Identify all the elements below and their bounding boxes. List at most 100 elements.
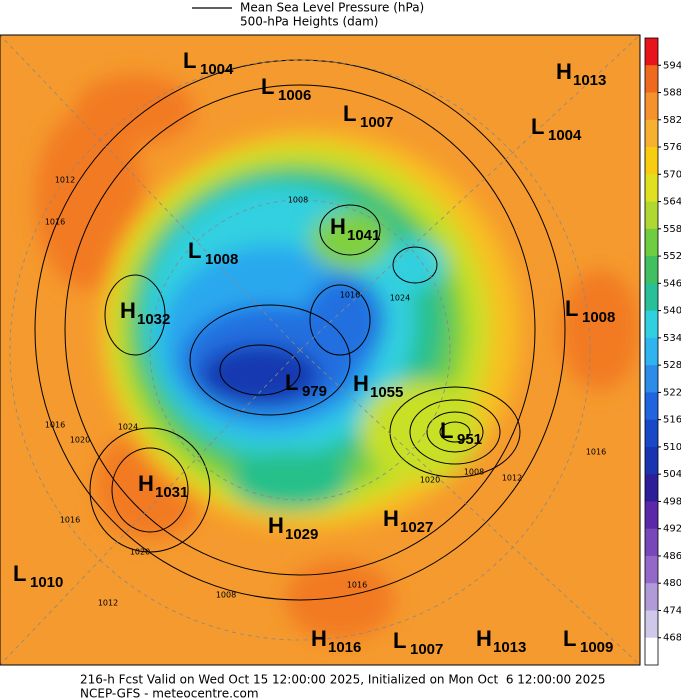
colorbar-label: 576: [663, 142, 681, 153]
footer-valid: 216-h Fcst Valid on Wed Oct 15 12:00:00 …: [80, 673, 606, 687]
center-letter: L: [183, 48, 196, 73]
center-pressure: 1007: [410, 641, 443, 658]
contour-label: 1008: [464, 468, 484, 477]
colorbar-swatch: [645, 501, 658, 530]
center-letter: H: [353, 371, 369, 396]
legend-heights: 500-hPa Heights (dam): [240, 15, 378, 29]
colorbar-label: 570: [663, 169, 681, 180]
contour-label: 1016: [45, 421, 65, 430]
center-letter: H: [383, 506, 399, 531]
center-pressure: 1013: [573, 72, 606, 89]
colorbar-swatch: [645, 583, 658, 611]
colorbar-swatch: [645, 555, 658, 584]
center-letter: H: [476, 626, 492, 651]
colorbar-swatch: [645, 201, 658, 230]
colorbar-swatch: [645, 337, 658, 366]
contour-label: 1016: [586, 448, 606, 457]
contour-label: 1020: [130, 548, 150, 557]
center-letter: H: [138, 471, 154, 496]
center-pressure: 1041: [347, 227, 380, 244]
contour-labels: 1012 1016 1016 1020 1024 1016 1020 1012 1012 1016…: [45, 176, 606, 608]
colorbar-swatch: [645, 65, 658, 94]
colorbar-swatch: [645, 446, 658, 475]
center-letter: H: [330, 214, 346, 239]
colorbar-label: 504: [663, 469, 681, 480]
center-letter: H: [268, 513, 284, 538]
contour-label: 1024: [390, 294, 410, 303]
center-letter: L: [261, 74, 274, 99]
colorbar-swatch: [645, 392, 658, 421]
contour-label: 1024: [118, 423, 138, 432]
center-letter: L: [13, 561, 26, 586]
center-letter: H: [556, 59, 572, 84]
colorbar-label: 474: [663, 605, 681, 616]
center-pressure: 1032: [137, 311, 170, 328]
colorbar-swatch: [645, 365, 658, 393]
map-frame: [0, 34, 641, 666]
center-pressure: 1007: [360, 114, 393, 131]
footer-source: NCEP-GFS - meteocentre.com: [80, 687, 259, 700]
colorbar-label: 582: [663, 115, 681, 126]
colorbar-label: 534: [663, 333, 681, 344]
contour-label: 1016: [340, 291, 360, 300]
center-pressure: 1008: [205, 251, 238, 268]
colorbar-label: 594: [663, 60, 681, 71]
contour-label: 1012: [55, 176, 75, 185]
colorbar-swatch: [645, 174, 658, 203]
center-pressure: 1013: [493, 639, 526, 656]
colorbar-label: 528: [663, 360, 681, 371]
colorbar-label: 546: [663, 278, 681, 289]
center-pressure: 1006: [278, 87, 311, 104]
center-pressure: 1010: [30, 574, 63, 591]
contour-label: 1008: [288, 196, 308, 205]
colorbar-label: 558: [663, 224, 681, 235]
colorbar-label: 522: [663, 387, 681, 398]
colorbar-label: 486: [663, 551, 681, 562]
contour-label: 1016: [347, 581, 367, 590]
colorbar-swatch: [645, 256, 658, 284]
center-pressure: 979: [302, 383, 327, 400]
contour-label: 1020: [70, 436, 90, 445]
colorbar-swatch: [645, 610, 658, 639]
colorbar-swatch: [645, 119, 658, 148]
colorbar-label: 510: [663, 442, 681, 453]
colorbar-swatch: [645, 38, 658, 66]
colorbar-label: 516: [663, 415, 681, 426]
contour-label: 1016: [60, 516, 80, 525]
colorbar-label: 552: [663, 251, 681, 262]
colorbar-swatch: [645, 92, 658, 121]
center-letter: L: [565, 296, 578, 321]
colorbar-label: 492: [663, 524, 681, 535]
colorbar-label: 480: [663, 578, 681, 589]
center-pressure: 1004: [548, 127, 582, 144]
colorbar-swatch: [645, 147, 658, 175]
center-pressure: 1016: [328, 639, 361, 656]
contour-label: 1016: [45, 218, 65, 227]
center-pressure: 1029: [285, 526, 318, 543]
center-pressure: 1031: [155, 484, 188, 501]
legend-mslp: Mean Sea Level Pressure (hPa): [240, 1, 424, 15]
colorbar-swatch: [645, 637, 658, 666]
colorbar-label: 588: [663, 88, 681, 99]
colorbar-swatch: [645, 528, 658, 557]
center-letter: L: [285, 370, 298, 395]
center-pressure: 1008: [582, 309, 615, 326]
center-pressure: 1009: [580, 639, 613, 656]
contour-label: 1008: [216, 591, 236, 600]
contour-label: 1012: [502, 474, 522, 483]
colorbar-label: 468: [663, 633, 681, 644]
contour-label: 1012: [98, 599, 118, 608]
colorbar-label: 540: [663, 306, 681, 317]
center-letter: L: [531, 114, 544, 139]
center-letter: L: [440, 418, 453, 443]
center-pressure: 951: [457, 431, 482, 448]
colorbar-label: 498: [663, 496, 681, 507]
colorbar-swatch: [645, 419, 658, 448]
colorbar-swatch: [645, 228, 658, 257]
center-pressure: 1027: [400, 519, 433, 536]
colorbar-swatch: [645, 474, 658, 502]
center-letter: L: [563, 626, 576, 651]
